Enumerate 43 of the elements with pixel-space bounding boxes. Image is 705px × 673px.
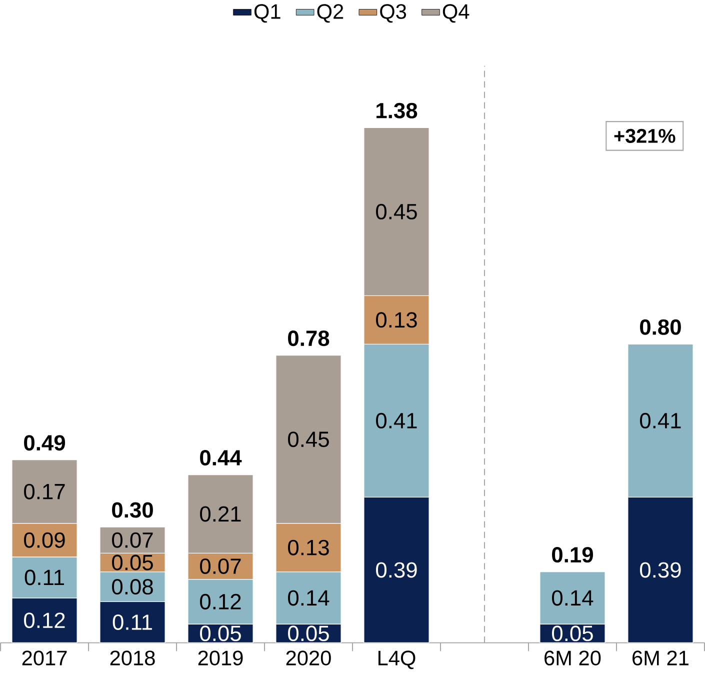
legend-label: Q1 (254, 4, 280, 23)
x-tick-label: 2017 (22, 650, 67, 666)
data-label: 0.14 (288, 590, 330, 606)
data-label: 0.13 (288, 540, 329, 556)
data-label: 0.17 (24, 484, 65, 500)
legend-label: Q2 (317, 4, 344, 23)
data-label: 0.05 (200, 626, 241, 642)
data-label: 0.12 (24, 612, 65, 628)
data-label: 0.07 (112, 532, 153, 548)
x-tick-label: 2019 (198, 650, 243, 666)
total-label: 0.19 (552, 547, 593, 563)
total-label: 0.49 (24, 435, 66, 451)
data-label: 0.05 (552, 626, 593, 642)
data-label: 0.05 (112, 554, 153, 570)
annotation: +321% (614, 129, 676, 144)
total-label: 1.38 (376, 103, 418, 119)
data-label: 0.45 (288, 432, 329, 448)
data-label: 0.05 (288, 626, 329, 642)
x-tick-label: 6M 20 (544, 650, 601, 666)
x-tick-label: 6M 21 (632, 650, 688, 666)
data-label: 0.41 (640, 413, 681, 429)
total-label: 0.44 (200, 450, 242, 466)
data-label: 0.11 (112, 614, 152, 630)
data-label: 0.13 (376, 312, 417, 328)
legend-label: Q3 (380, 4, 406, 23)
data-label: 0.09 (24, 532, 65, 548)
data-label: 0.45 (376, 204, 417, 220)
data-label: 0.07 (200, 558, 241, 574)
total-label: 0.80 (640, 320, 681, 336)
data-label: 0.12 (200, 594, 241, 610)
legend-label: Q4 (442, 4, 470, 23)
x-tick-label: 2018 (110, 650, 155, 666)
data-label: 0.11 (24, 570, 64, 586)
x-tick-label: 2020 (286, 650, 331, 666)
data-label: 0.08 (112, 579, 153, 595)
data-label: 0.41 (376, 413, 417, 429)
data-label: 0.39 (376, 562, 417, 578)
total-label: 0.78 (288, 330, 330, 346)
data-label: 0.21 (200, 506, 241, 522)
x-tick-label: L4Q (378, 650, 416, 670)
total-label: 0.30 (112, 502, 153, 518)
data-label: 0.14 (552, 590, 594, 606)
data-label: 0.39 (640, 562, 681, 578)
